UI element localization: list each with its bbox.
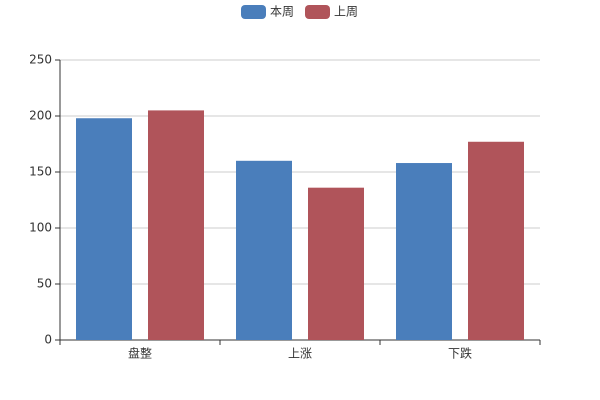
bar bbox=[308, 187, 364, 340]
bar bbox=[148, 110, 204, 341]
y-tick-label: 50 bbox=[37, 277, 52, 291]
legend-label[interactable]: 本周 bbox=[270, 5, 294, 19]
legend-label[interactable]: 上周 bbox=[334, 5, 358, 19]
legend-swatch[interactable] bbox=[241, 5, 266, 19]
x-tick-label: 上涨 bbox=[288, 346, 312, 361]
y-tick-label: 250 bbox=[29, 53, 52, 67]
y-tick-label: 100 bbox=[29, 221, 52, 235]
legend-swatch[interactable] bbox=[305, 5, 330, 19]
x-tick-label: 盘整 bbox=[128, 346, 152, 361]
y-tick-label: 0 bbox=[44, 333, 52, 347]
bar bbox=[236, 160, 292, 340]
y-tick-label: 200 bbox=[29, 109, 52, 123]
y-tick-label: 150 bbox=[29, 165, 52, 179]
bar bbox=[76, 118, 132, 341]
bar bbox=[468, 141, 524, 340]
x-tick-label: 下跌 bbox=[448, 346, 472, 361]
bar bbox=[396, 163, 452, 340]
